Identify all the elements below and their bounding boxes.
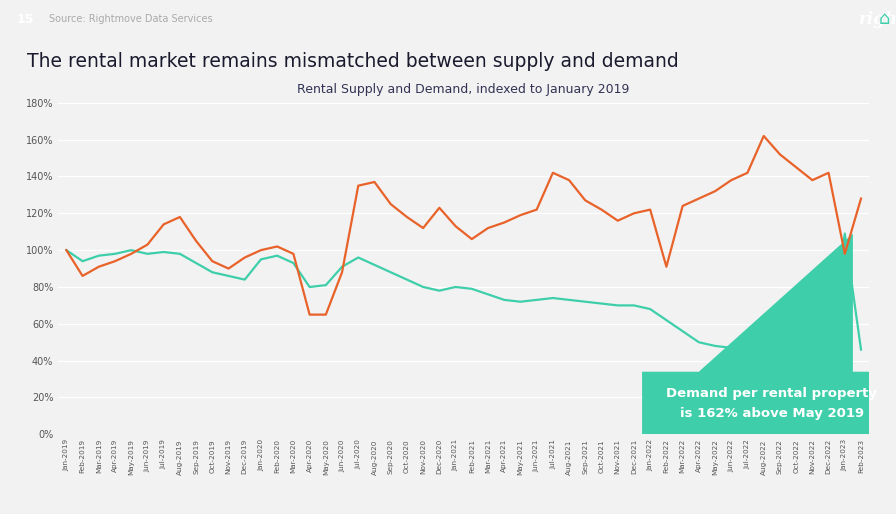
Text: The rental market remains mismatched between supply and demand: The rental market remains mismatched bet… (27, 52, 678, 71)
Title: Rental Supply and Demand, indexed to January 2019: Rental Supply and Demand, indexed to Jan… (297, 83, 630, 96)
Text: rightmove: rightmove (858, 11, 896, 28)
Polygon shape (642, 233, 869, 434)
Text: 15: 15 (16, 13, 34, 26)
Text: Source: Rightmove Data Services: Source: Rightmove Data Services (49, 14, 213, 24)
Text: ⌂: ⌂ (878, 9, 890, 28)
Text: Demand per rental property
is 162% above May 2019: Demand per rental property is 162% above… (667, 387, 877, 419)
